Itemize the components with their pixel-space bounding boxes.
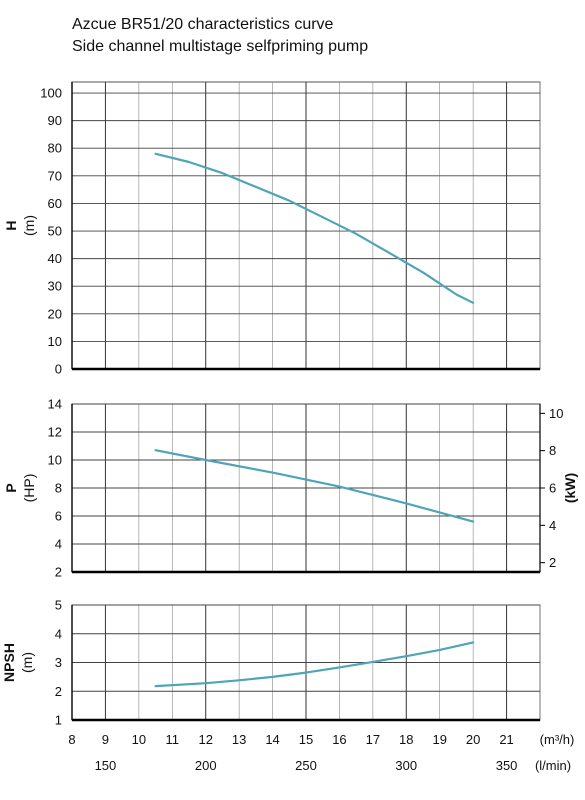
y-axis-label-unit: (m) [21, 215, 37, 236]
y-tick-label: 2 [55, 565, 62, 580]
y-axis-label: NPSH (m) [1, 643, 35, 682]
y-tick-label: 2 [55, 684, 62, 699]
x-tick-label: 14 [265, 732, 279, 747]
x2-tick-label: 200 [195, 758, 217, 773]
x2-tick-label: 350 [496, 758, 518, 773]
y-tick-label: 3 [55, 655, 62, 670]
x-tick-label: 8 [68, 732, 75, 747]
x-tick-label: 17 [366, 732, 380, 747]
x-tick-label: 11 [166, 732, 180, 747]
y-tick-label: 60 [48, 196, 62, 211]
x-tick-label: 9 [102, 732, 109, 747]
y-tick-label: 90 [48, 113, 62, 128]
y-tick-label: 6 [55, 509, 62, 524]
panel-npsh: 1 2 3 4 5 NPSH (m) [1, 598, 540, 728]
y2-axis-label: (kW) [562, 473, 578, 503]
y-tick-label: 4 [55, 537, 62, 552]
y-axis-label-name: NPSH [1, 643, 17, 682]
y2-tick-label: 2 [549, 555, 556, 570]
x-axis-unit: (m³/h) [540, 732, 575, 747]
y-tick-label: 0 [55, 362, 62, 377]
series-line-power [156, 450, 474, 521]
y-axis-label: P (HP) [3, 474, 37, 503]
x-tick-label: 13 [232, 732, 246, 747]
y-axis-label-name: H [3, 220, 19, 230]
x-tick-label: 18 [399, 732, 413, 747]
x2-tick-label: 300 [395, 758, 417, 773]
y2-tick-label: 10 [549, 406, 563, 421]
y-axis-label-unit: (m) [19, 652, 35, 673]
y-tick-label: 12 [48, 425, 62, 440]
y-tick-label: 100 [40, 86, 62, 101]
x-tick-label: 21 [499, 732, 513, 747]
y2-tick-label: 8 [549, 443, 556, 458]
y-tick-label: 5 [55, 598, 62, 613]
x2-tick-label: 250 [295, 758, 317, 773]
panel-power: 2 4 6 8 10 12 14 P (HP) 2 4 6 8 10 (kW) [3, 397, 578, 580]
y-tick-label: 20 [48, 306, 62, 321]
y2-tick-label: 6 [549, 481, 556, 496]
y-tick-label: 1 [55, 713, 62, 728]
x-tick-label: 16 [332, 732, 346, 747]
x2-axis-unit: (l/min) [535, 758, 571, 773]
y-tick-label: 50 [48, 224, 62, 239]
y-axis-label: H (m) [3, 215, 37, 236]
y-axis-label-name: P [3, 483, 19, 492]
x2-tick-label: 150 [95, 758, 117, 773]
y2-tick-label: 4 [549, 518, 556, 533]
y-tick-label: 4 [55, 626, 62, 641]
y-tick-label: 8 [55, 481, 62, 496]
x-tick-label: 10 [132, 732, 146, 747]
panel-head: 0 10 20 30 40 50 60 70 80 90 100 H (m) [3, 82, 540, 377]
y-tick-label: 80 [48, 141, 62, 156]
y-tick-label: 14 [48, 397, 62, 412]
y-tick-label: 10 [48, 453, 62, 468]
series-line-npsh [156, 642, 474, 686]
y-tick-label: 70 [48, 168, 62, 183]
x-tick-label: 12 [198, 732, 212, 747]
x-tick-label: 20 [466, 732, 480, 747]
x-tick-label: 15 [299, 732, 313, 747]
x-tick-label: 19 [432, 732, 446, 747]
y-axis-label-unit: (HP) [21, 474, 37, 503]
y-tick-label: 10 [48, 334, 62, 349]
y-tick-label: 30 [48, 279, 62, 294]
y-tick-label: 40 [48, 251, 62, 266]
